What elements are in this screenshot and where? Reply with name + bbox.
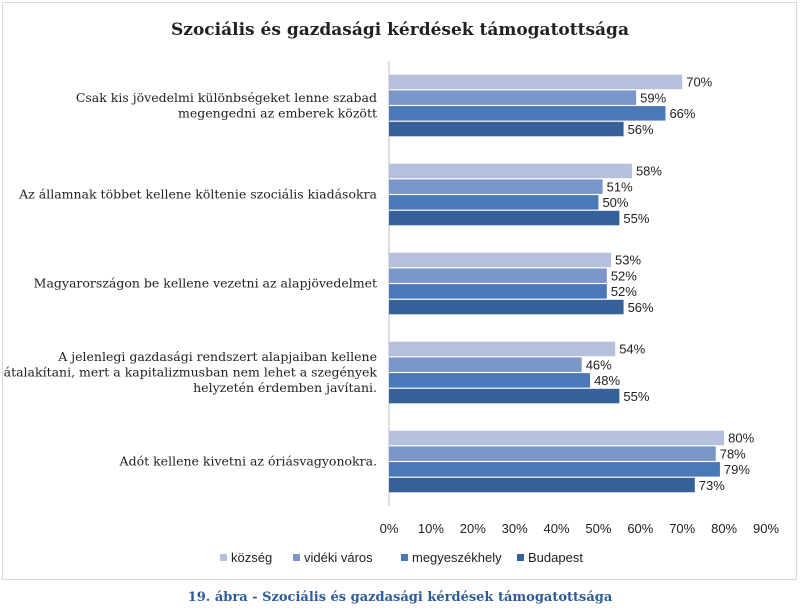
data-label: 56%	[628, 122, 654, 137]
category-label: helyzetén érdemben javítani.	[193, 380, 377, 395]
data-label: 73%	[699, 478, 725, 493]
bar	[389, 341, 616, 357]
data-label: 46%	[586, 357, 612, 372]
bar	[389, 252, 612, 268]
x-tick-label: 50%	[585, 521, 611, 536]
bar	[389, 373, 591, 388]
legend: község vidéki város megyeszékhely Budapest	[220, 550, 583, 565]
data-label: 50%	[602, 195, 628, 210]
category-label: Az államnak többet kellene költenie szoc…	[18, 187, 377, 202]
data-label: 53%	[615, 253, 641, 268]
legend-swatch	[401, 554, 408, 561]
bar	[389, 388, 620, 404]
bar	[389, 462, 720, 477]
bar	[389, 357, 582, 372]
data-label: 54%	[619, 342, 645, 357]
data-label: 56%	[628, 300, 654, 315]
chart-title: Szociális és gazdasági kérdések támogato…	[171, 20, 629, 40]
data-label: 59%	[640, 90, 666, 105]
data-label: 78%	[720, 446, 746, 461]
data-label: 48%	[594, 373, 620, 388]
category-label: megengedni az emberek között	[178, 105, 377, 120]
data-label: 80%	[728, 431, 754, 446]
bar	[389, 477, 695, 493]
bar	[389, 299, 624, 315]
data-label: 58%	[636, 164, 662, 179]
data-label: 79%	[724, 462, 750, 477]
x-tick-label: 90%	[753, 521, 779, 536]
x-tick-label: 40%	[544, 521, 570, 536]
data-label: 52%	[611, 284, 637, 299]
data-label: 52%	[611, 268, 637, 283]
category-label: Magyarországon be kellene vezetni az ala…	[34, 276, 377, 291]
x-tick-label: 70%	[669, 521, 695, 536]
plot-area: Csak kis jövedelmi különbségeket lenne s…	[4, 61, 779, 536]
bar	[389, 121, 624, 137]
bar	[389, 210, 620, 226]
bar	[389, 446, 716, 461]
legend-label: vidéki város	[304, 550, 373, 565]
legend-swatch	[517, 554, 524, 561]
bar	[389, 268, 607, 283]
x-tick-label: 10%	[418, 521, 444, 536]
bar	[389, 195, 599, 210]
data-label: 51%	[607, 179, 633, 194]
x-tick-label: 80%	[711, 521, 737, 536]
data-label: 55%	[623, 211, 649, 226]
category-label: átalakítani, mert a kapitalizmusban nem …	[4, 365, 378, 380]
legend-label: megyeszékhely	[412, 550, 502, 565]
legend-swatch	[220, 554, 227, 561]
legend-swatch	[293, 554, 300, 561]
category-label: Adót kellene kivetni az óriásvagyonokra.	[119, 454, 377, 469]
data-label: 55%	[623, 389, 649, 404]
figure-caption: 19. ábra - Szociális és gazdasági kérdés…	[187, 590, 613, 605]
x-tick-label: 0%	[380, 521, 399, 536]
bar	[389, 74, 683, 90]
data-label: 66%	[669, 106, 695, 121]
bar	[389, 430, 725, 446]
legend-label: község	[231, 550, 272, 565]
x-tick-label: 60%	[627, 521, 653, 536]
category-label: Csak kis jövedelmi különbségeket lenne s…	[76, 90, 377, 105]
bar	[389, 106, 666, 121]
bar	[389, 179, 603, 194]
legend-label: Budapest	[528, 550, 583, 565]
bar	[389, 284, 607, 299]
category-label: A jelenlegi gazdasági rendszert alapjaib…	[57, 349, 377, 364]
chart-frame: Szociális és gazdasági kérdések támogato…	[2, 2, 797, 580]
data-label: 70%	[686, 75, 712, 90]
x-tick-label: 30%	[502, 521, 528, 536]
bar	[389, 90, 637, 105]
x-tick-label: 20%	[460, 521, 486, 536]
chart: Szociális és gazdasági kérdések támogato…	[4, 20, 780, 565]
bar	[389, 163, 632, 179]
